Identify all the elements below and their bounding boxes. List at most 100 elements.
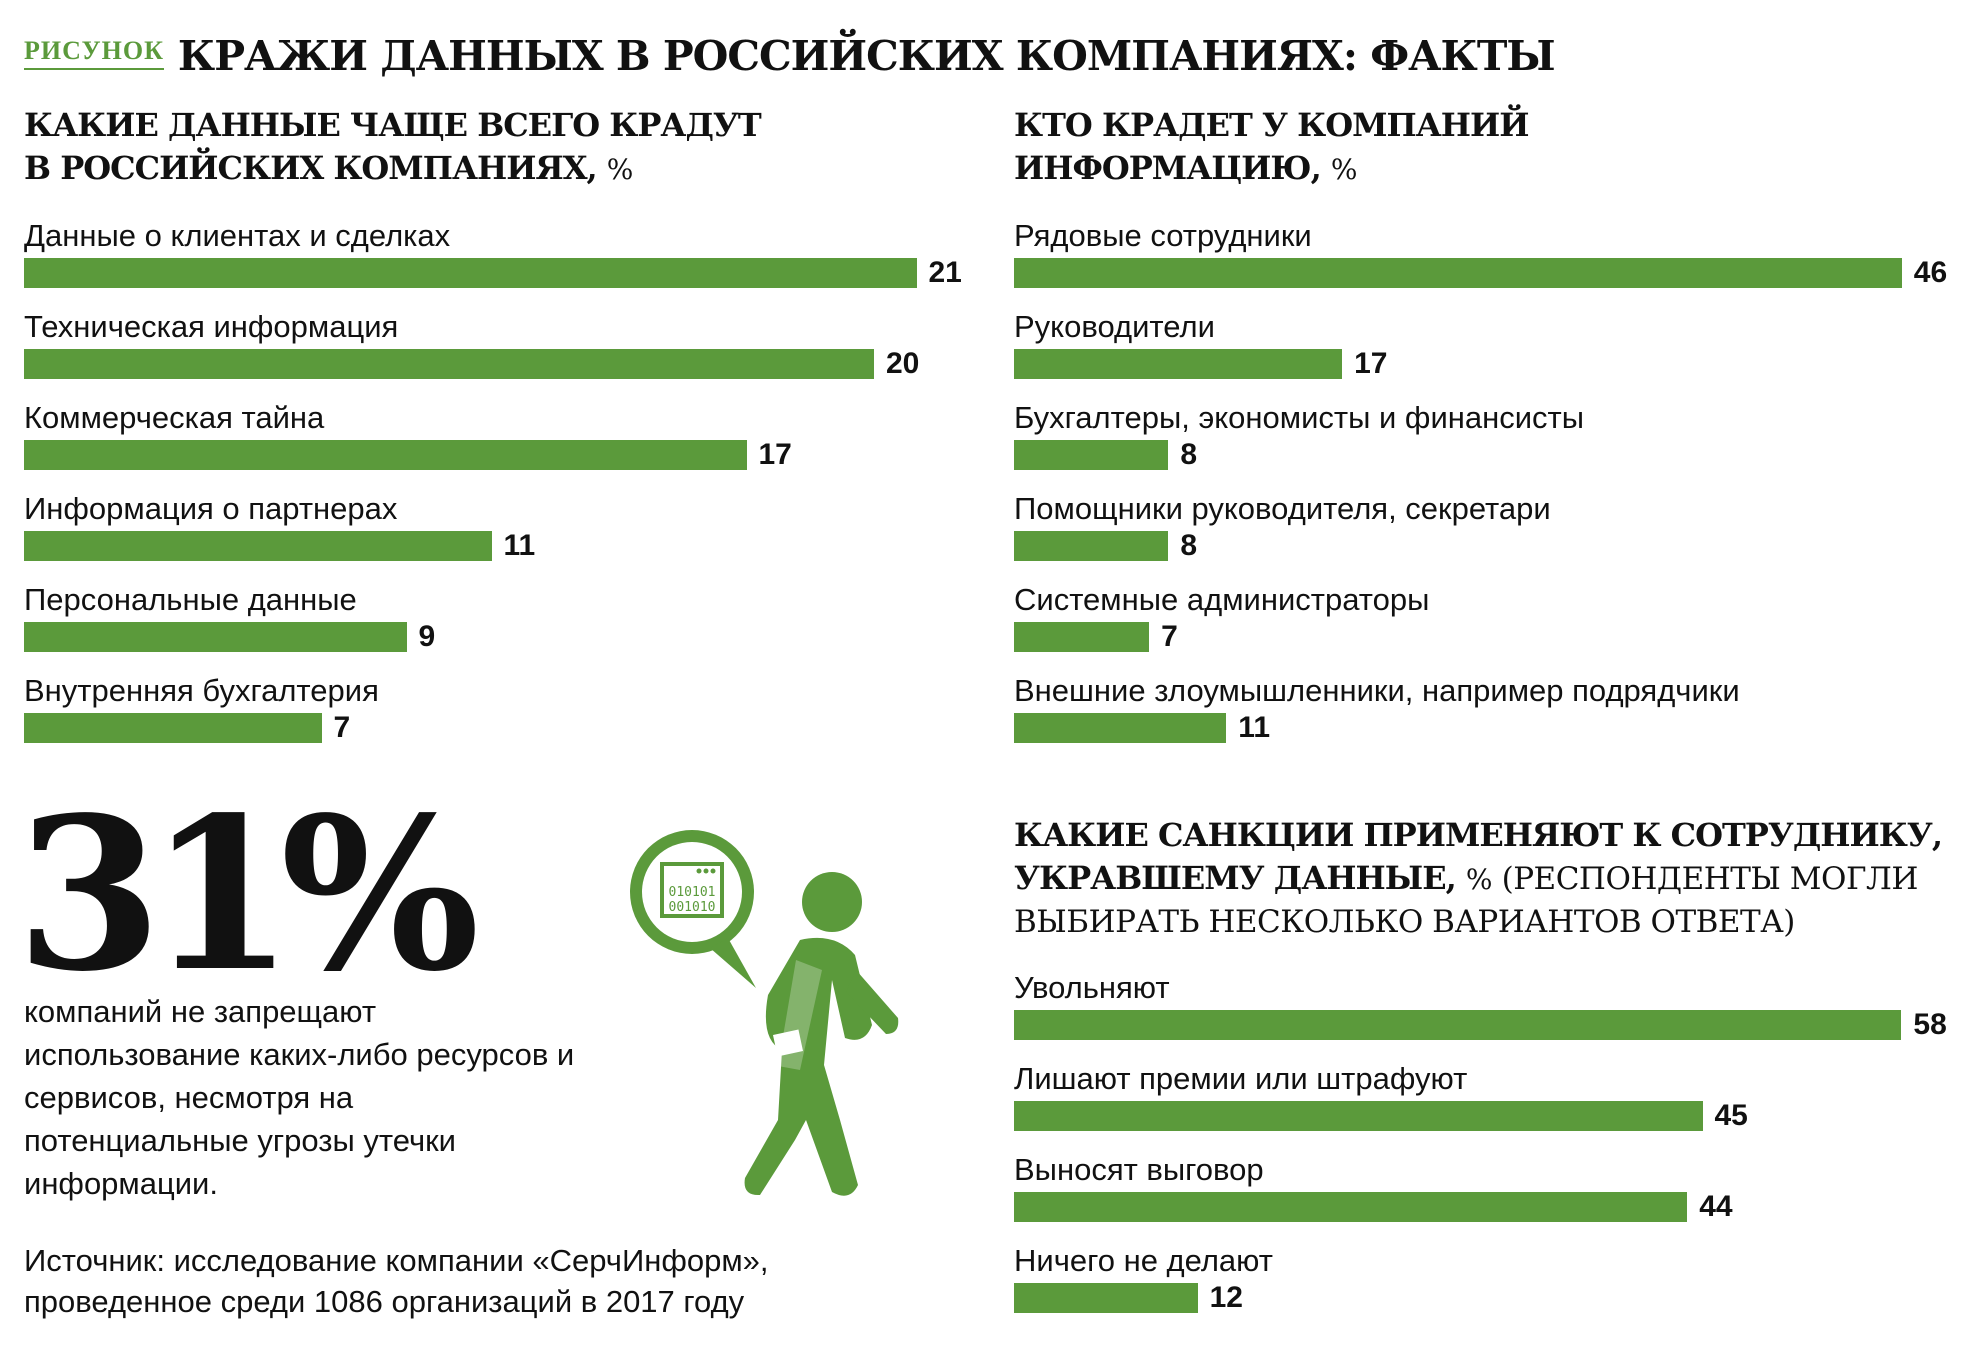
bar-row: Внешние злоумышленники, например подрядч… (1014, 673, 1954, 764)
chart-1-stolen-data-types: Данные о клиентах и сделках 21 Техническая… (24, 218, 984, 764)
bar-track: 58 (1014, 1008, 1954, 1041)
bar-track: 11 (24, 529, 984, 562)
big-stat-description: компаний не запрещают использование каки… (24, 994, 575, 1201)
category-label: Внутренняя бухгалтерия (24, 673, 379, 708)
value-label: 7 (333, 711, 351, 744)
walking-man-with-binary-data-bubble-icon: 010101 001010 (630, 830, 899, 1196)
chart-1-unit: % (606, 153, 634, 186)
bar-row: Руководители 17 (1014, 309, 1954, 400)
value-label: 21 (928, 256, 962, 289)
value-label: 46 (1913, 256, 1948, 289)
bar-track: 7 (1014, 620, 1954, 653)
bar-row: Выносят выговор 44 (1014, 1152, 1954, 1243)
bar-track: 7 (24, 711, 984, 744)
bar-track: 8 (1014, 438, 1954, 471)
chart-3-title-line-1: КАКИЕ САНКЦИИ ПРИМЕНЯЮТ К СОТРУДНИКУ, (1014, 816, 1943, 854)
chart-3-title: КАКИЕ САНКЦИИ ПРИМЕНЯЮТ К СОТРУДНИКУ, УК… (1014, 814, 1943, 944)
category-label: Бухгалтеры, экономисты и финансисты (1014, 400, 1585, 435)
bar-row: Данные о клиентах и сделках 21 (24, 218, 984, 309)
value-label: 8 (1180, 529, 1198, 562)
bar (1014, 713, 1227, 743)
bar (1014, 1101, 1703, 1131)
bar-row: Бухгалтеры, экономисты и финансисты 8 (1014, 400, 1954, 491)
chart-2-title-line-2: ИНФОРМАЦИЮ, (1014, 149, 1322, 187)
category-label: Техническая информация (24, 309, 399, 344)
figure-kicker: РИСУНОК (24, 36, 164, 70)
category-label: Лишают премии или штрафуют (1014, 1061, 1468, 1096)
bar-track: 17 (1014, 347, 1954, 380)
category-label: Персональные данные (24, 582, 357, 617)
bar (24, 713, 322, 743)
bar-row: Системные администраторы 7 (1014, 582, 1954, 673)
page-title: КРАЖИ ДАННЫХ В РОССИЙСКИХ КОМПАНИЯХ: ФАК… (177, 32, 1556, 80)
chart-2-title: КТО КРАДЕТ У КОМПАНИЙ ИНФОРМАЦИЮ, % (1014, 104, 1529, 191)
value-label: 12 (1209, 1281, 1243, 1314)
big-stat-value: 31% (16, 771, 480, 1018)
bar-track: 17 (24, 438, 984, 471)
bar-row: Ничего не делают 12 (1014, 1243, 1954, 1334)
value-label: 20 (886, 347, 920, 380)
bar-row: Коммерческая тайна 17 (24, 400, 984, 491)
category-label: Увольняют (1014, 970, 1170, 1005)
chart-1-title-line-2: В РОССИЙСКИХ КОМПАНИЯХ, (24, 149, 598, 187)
bar (24, 440, 747, 470)
bar (1014, 440, 1169, 470)
bar (1014, 349, 1343, 379)
chart-1-title: КАКИЕ ДАННЫЕ ЧАЩЕ ВСЕГО КРАДУТ В РОССИЙС… (24, 104, 762, 191)
bar (1014, 1010, 1902, 1040)
header: РИСУНОК КРАЖИ ДАННЫХ В РОССИЙСКИХ КОМПАН… (24, 20, 1556, 80)
category-label: Рядовые сотрудники (1014, 218, 1312, 253)
chart-1-title-line-1: КАКИЕ ДАННЫЕ ЧАЩЕ ВСЕГО КРАДУТ (24, 106, 762, 144)
bar-row: Внутренняя бухгалтерия 7 (24, 673, 984, 764)
binary-code-line-2: 001010 (669, 900, 716, 915)
chart-3-title-line-3: ВЫБИРАТЬ НЕСКОЛЬКО ВАРИАНТОВ ОТВЕТА) (1014, 904, 1795, 940)
bar (24, 349, 874, 379)
chart-3-note: (РЕСПОНДЕНТЫ МОГЛИ (1501, 861, 1919, 897)
walking-man-icon (744, 872, 899, 1196)
bar-track: 9 (24, 620, 984, 653)
value-label: 44 (1699, 1190, 1733, 1223)
bar (24, 258, 917, 288)
category-label: Системные администраторы (1014, 582, 1430, 617)
bar-row: Персональные данные 9 (24, 582, 984, 673)
bar-row: Информация о партнерах 11 (24, 491, 984, 582)
value-label: 45 (1714, 1099, 1748, 1132)
chart-2-title-line-1: КТО КРАДЕТ У КОМПАНИЙ (1014, 106, 1529, 144)
category-label: Ничего не делают (1014, 1243, 1273, 1278)
category-label: Коммерческая тайна (24, 400, 325, 435)
bar-track: 12 (1014, 1281, 1954, 1314)
source-note: Источник: исследование компании «СерчИнф… (24, 1240, 924, 1322)
bar-track: 21 (24, 256, 984, 289)
chart-3-sanctions: Увольняют 58 Лишают премии или штрафуют 45 В… (1014, 970, 1954, 1334)
source-line-2: проведенное среди 1086 организаций в 201… (24, 1284, 745, 1319)
bar-track: 20 (24, 347, 984, 380)
value-label: 11 (503, 529, 536, 562)
bar (1014, 1283, 1198, 1313)
source-line-1: Источник: исследование компании «СерчИнф… (24, 1243, 769, 1278)
category-label: Руководители (1014, 309, 1215, 344)
category-label: Внешние злоумышленники, например подрядч… (1014, 673, 1740, 708)
bar-track: 11 (1014, 711, 1954, 744)
bar (1014, 531, 1169, 561)
bar-row: Лишают премии или штрафуют 45 (1014, 1061, 1954, 1152)
chart-2-who-steals: Рядовые сотрудники 46 Руководители 17 Бухгал… (1014, 218, 1954, 764)
value-label: 9 (418, 620, 436, 653)
bar (24, 622, 407, 652)
value-label: 17 (758, 438, 792, 471)
chart-3-unit: % (1465, 863, 1493, 896)
bar-row: Рядовые сотрудники 46 (1014, 218, 1954, 309)
chart-3-title-line-2: УКРАВШЕМУ ДАННЫЕ, (1014, 859, 1457, 897)
bar (1014, 258, 1902, 288)
value-label: 17 (1354, 347, 1388, 380)
bar-row: Техническая информация 20 (24, 309, 984, 400)
bar-row: Помощники руководителя, секретари 8 (1014, 491, 1954, 582)
bar-track: 44 (1014, 1190, 1954, 1223)
bar (1014, 622, 1150, 652)
bar-track: 8 (1014, 529, 1954, 562)
category-label: Данные о клиентах и сделках (24, 218, 451, 253)
bar (1014, 1192, 1688, 1222)
value-label: 8 (1180, 438, 1198, 471)
bar (24, 531, 492, 561)
bar-track: 46 (1014, 256, 1954, 289)
binary-code-line-1: 010101 (669, 885, 716, 900)
